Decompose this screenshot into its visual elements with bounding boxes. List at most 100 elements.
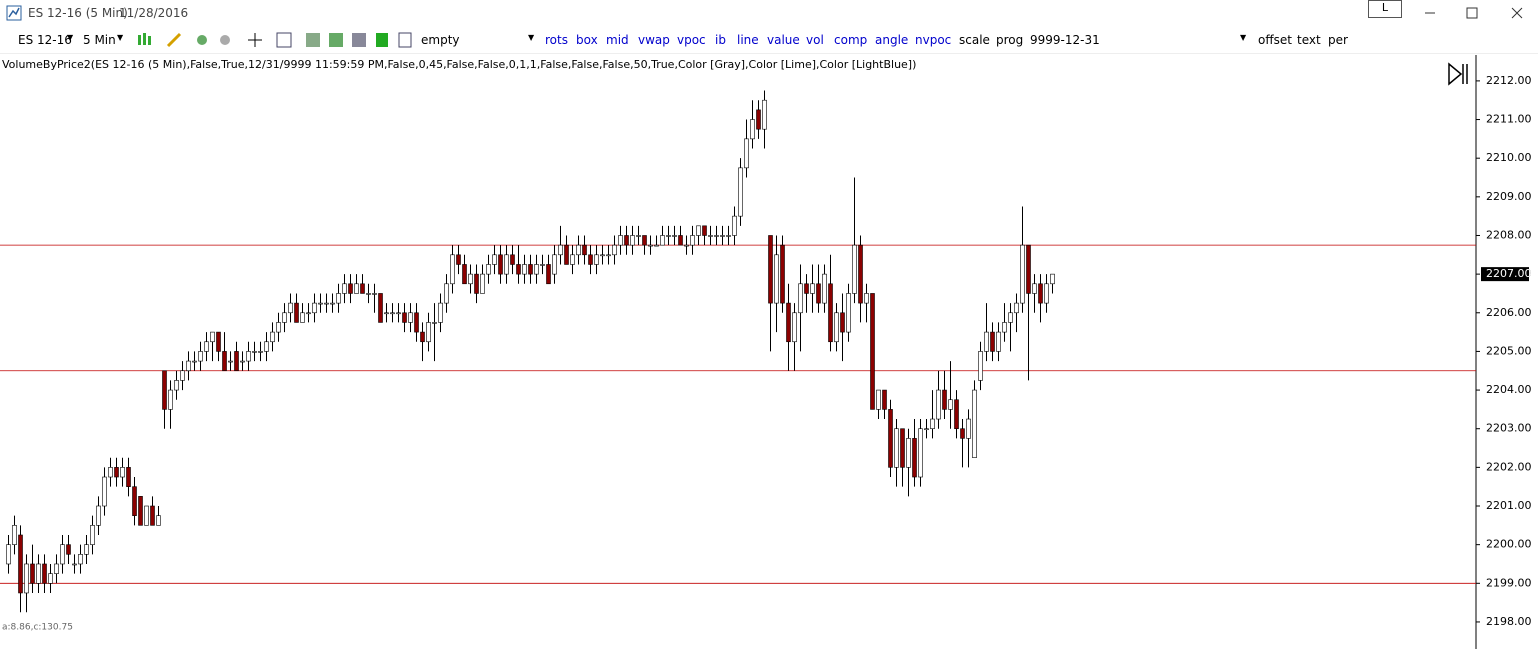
toolbar-link[interactable]: comp (834, 33, 868, 47)
candle-body (744, 138, 749, 169)
candle-body (54, 563, 59, 574)
tool-3[interactable] (352, 33, 366, 47)
candle-body (492, 254, 497, 265)
candle-body (504, 254, 509, 275)
candle-body (456, 254, 461, 265)
crosshair[interactable] (248, 33, 262, 47)
tool-2[interactable] (329, 33, 343, 47)
maximize[interactable] (1466, 7, 1478, 19)
candle-body (90, 525, 95, 545)
window-controls (1425, 7, 1523, 19)
toolbar-link[interactable]: box (576, 33, 598, 47)
candle-body (384, 312, 389, 315)
candle-body (216, 331, 221, 352)
candle-body (924, 428, 929, 431)
candle-body (420, 331, 425, 343)
candle-body (552, 254, 557, 275)
candle-body (726, 235, 731, 237)
candle-body (912, 438, 917, 478)
toolbar-link[interactable]: angle (875, 33, 909, 47)
tool-1[interactable] (306, 33, 320, 47)
scroll-end-button[interactable] (1448, 62, 1468, 86)
template-selector[interactable]: empty (421, 33, 460, 47)
candle-body (396, 312, 401, 315)
candle-body (48, 573, 53, 584)
toolbar-button[interactable]: offset (1258, 33, 1292, 47)
candle-body (684, 244, 689, 247)
dropdown-arrow: ▼ (528, 33, 535, 42)
draw-icon[interactable] (166, 32, 182, 48)
candle-body (96, 505, 101, 526)
candle-body (852, 244, 857, 294)
candle-body (876, 389, 881, 410)
dropdown-arrow: ▼ (117, 33, 124, 42)
toolbar-link[interactable]: line (737, 33, 759, 47)
link-button[interactable]: L (1368, 0, 1402, 18)
toolbar-link[interactable]: vol (806, 33, 824, 47)
candle-body (360, 283, 365, 294)
candle-body (588, 254, 593, 265)
candle-body (612, 244, 617, 256)
candle-body (210, 331, 215, 343)
toolbar-link[interactable]: vpoc (677, 33, 706, 47)
toolbar-link[interactable]: ib (715, 33, 726, 47)
instrument-selector[interactable]: ES 12-16 (18, 33, 72, 47)
candle-body (192, 360, 197, 363)
candle-body (198, 351, 203, 362)
candle-body (438, 302, 443, 323)
toolbar-link[interactable]: value (767, 33, 800, 47)
candle-body (894, 428, 899, 468)
candle-body (114, 467, 119, 478)
candle-body (498, 254, 503, 275)
candle-body (966, 418, 971, 439)
candle-body (792, 312, 797, 343)
candle-body (462, 264, 467, 285)
toolbar-link[interactable]: vwap (638, 33, 670, 47)
candle-body (402, 312, 407, 323)
candle-body (36, 563, 41, 584)
candle-body (252, 351, 257, 353)
candle-body (888, 409, 893, 468)
candle-body (618, 235, 623, 246)
candle-body (408, 312, 413, 323)
y-tick-label: 2208.00 (1486, 228, 1532, 241)
app-icon (6, 5, 22, 21)
data-box[interactable] (276, 32, 292, 48)
candle-body (840, 312, 845, 333)
tool-5[interactable] (398, 32, 412, 48)
candle-body (42, 563, 47, 584)
candle-body (348, 283, 353, 294)
zoom-in[interactable] (197, 35, 207, 45)
candle-body (648, 244, 653, 247)
candle-body (816, 283, 821, 304)
toolbar-link[interactable]: mid (606, 33, 629, 47)
toolbar-button[interactable]: per (1328, 33, 1348, 47)
toolbar-button[interactable]: text (1297, 33, 1321, 47)
bars-icon[interactable] (138, 35, 141, 45)
candle-body (690, 235, 695, 246)
candle-body (342, 283, 347, 294)
candle-body (156, 515, 161, 526)
toolbar-button[interactable]: prog (996, 33, 1024, 47)
indicator-label: VolumeByPrice2(ES 12-16 (5 Min),False,Tr… (2, 58, 916, 71)
candle-body (576, 244, 581, 256)
candle-body (1002, 322, 1007, 333)
toolbar-link[interactable]: rots (545, 33, 568, 47)
candle-body (906, 438, 911, 468)
candle-body (570, 254, 575, 265)
candle-body (720, 235, 725, 237)
candle-body (534, 264, 539, 275)
zoom-out[interactable] (220, 35, 230, 45)
candle-body (6, 544, 11, 565)
interval-selector[interactable]: 5 Min (83, 33, 116, 47)
date-field[interactable]: 9999-12-31 (1030, 33, 1100, 47)
close[interactable] (1511, 7, 1523, 19)
candle-body (750, 119, 755, 140)
candle-body (72, 563, 77, 566)
candle-body (900, 428, 905, 468)
toolbar-link[interactable]: nvpoc (915, 33, 952, 47)
tool-4[interactable] (376, 33, 388, 47)
candle-body (432, 322, 437, 324)
y-tick-label: 2209.00 (1486, 190, 1532, 203)
toolbar-button[interactable]: scale (959, 33, 990, 47)
